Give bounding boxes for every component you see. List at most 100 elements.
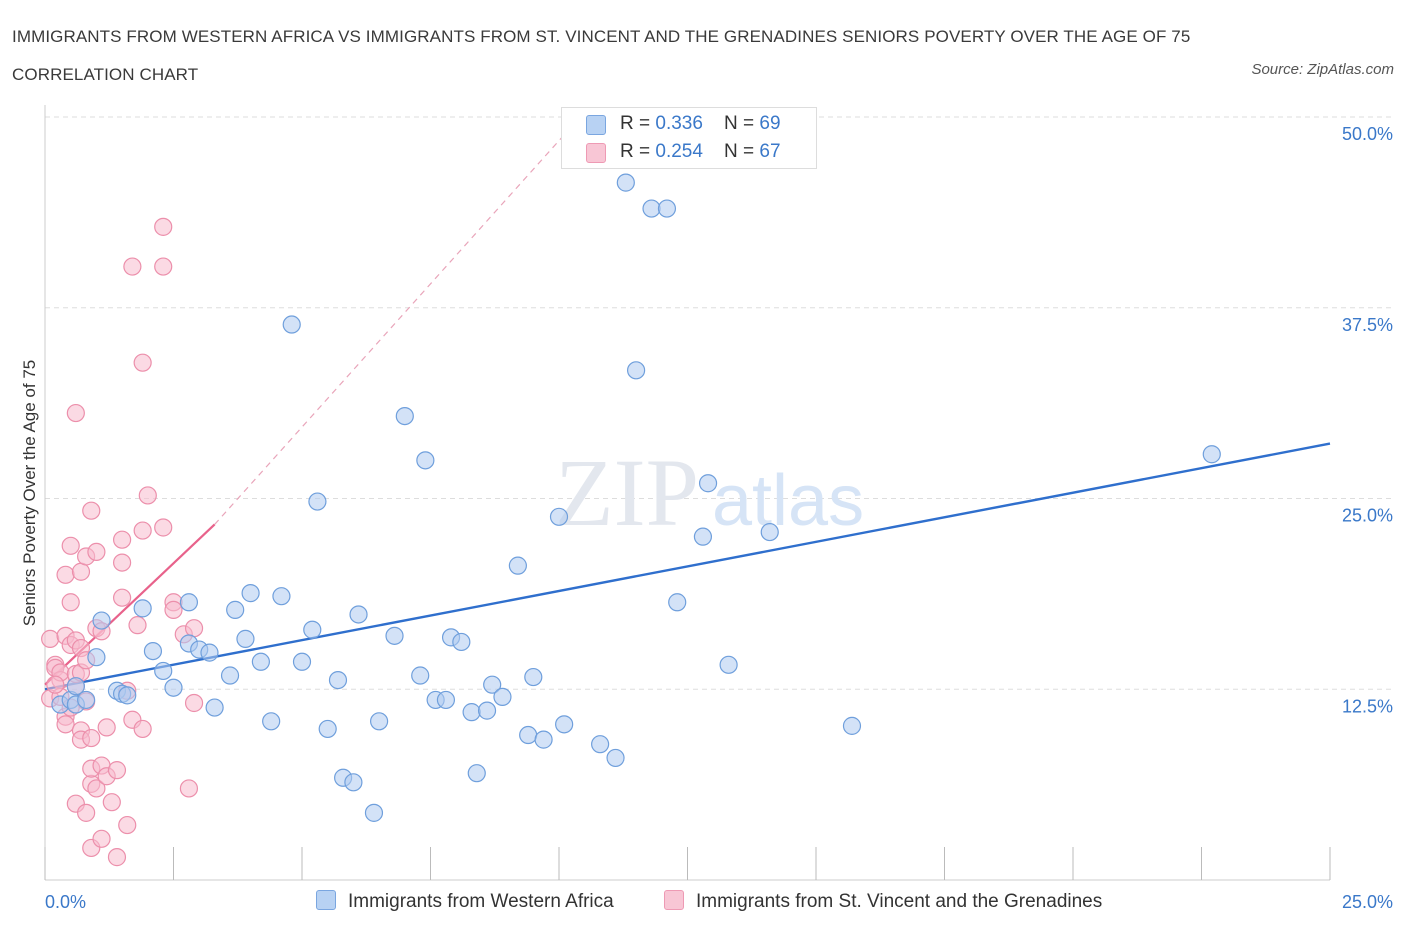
data-point-blue xyxy=(226,600,245,619)
data-point-pink xyxy=(71,562,91,581)
r-value-blue: 0.336 xyxy=(655,113,703,134)
data-point-pink xyxy=(97,718,116,737)
data-point-blue xyxy=(452,632,471,652)
bottom-legend-pink: Immigrants from St. Vincent and the Gren… xyxy=(664,890,1102,913)
data-point-pink xyxy=(138,486,157,505)
data-point-blue xyxy=(719,655,738,674)
data-point-blue xyxy=(370,712,389,731)
y-tick-label: 37.5% xyxy=(1342,315,1393,335)
data-point-pink xyxy=(154,257,173,276)
data-point-blue xyxy=(693,527,713,546)
data-point-pink xyxy=(118,815,137,835)
data-point-blue xyxy=(549,507,569,526)
data-point-blue xyxy=(118,686,137,705)
data-point-blue xyxy=(657,199,677,218)
data-point-pink xyxy=(107,761,127,780)
data-point-pink xyxy=(46,675,65,694)
data-point-pink xyxy=(82,728,101,748)
data-point-blue xyxy=(364,803,384,822)
data-point-pink xyxy=(184,693,204,713)
data-point-pink xyxy=(82,501,101,520)
data-point-blue xyxy=(205,698,224,717)
data-point-pink xyxy=(179,779,199,798)
data-point-blue xyxy=(519,725,538,745)
data-point-pink xyxy=(184,619,204,638)
x-tick-label: 25.0% xyxy=(1342,892,1393,912)
data-point-blue xyxy=(477,701,497,720)
data-point-blue xyxy=(483,675,502,694)
data-point-blue xyxy=(308,492,327,511)
stats-legend: R = 0.336 N = 69 R = 0.254 N = 67 xyxy=(561,107,817,169)
data-point-blue xyxy=(179,593,199,612)
data-point-blue xyxy=(467,764,486,783)
data-point-pink xyxy=(133,719,152,739)
blue-trend-solid xyxy=(44,442,1331,691)
pink-points xyxy=(41,217,204,867)
data-point-blue xyxy=(220,666,240,685)
data-point-blue xyxy=(606,748,625,768)
data-point-blue xyxy=(591,735,610,754)
data-point-blue xyxy=(87,648,106,667)
n-value-blue: 69 xyxy=(759,113,781,134)
legend-swatch-blue xyxy=(586,115,606,135)
data-point-pink xyxy=(128,616,147,635)
data-point-blue xyxy=(344,773,363,792)
axes xyxy=(44,105,1331,881)
data-point-blue xyxy=(416,451,435,470)
data-point-pink xyxy=(87,779,106,798)
data-point-pink xyxy=(41,629,60,648)
data-point-pink xyxy=(123,257,142,276)
data-point-blue xyxy=(251,652,270,671)
data-point-blue xyxy=(292,652,312,671)
data-point-blue xyxy=(842,716,862,735)
data-point-blue xyxy=(154,661,173,681)
data-point-blue xyxy=(282,315,301,334)
data-point-blue xyxy=(534,730,553,749)
data-point-pink xyxy=(92,829,111,848)
chart-title: IMMIGRANTS FROM WESTERN AFRICA VS IMMIGR… xyxy=(12,27,1191,84)
data-point-blue xyxy=(241,584,260,603)
r-label: R = xyxy=(620,113,656,134)
data-point-pink xyxy=(56,715,75,734)
data-point-pink xyxy=(87,542,106,562)
data-point-blue xyxy=(462,703,481,722)
data-point-blue xyxy=(318,719,337,739)
y-tick-label: 50.0% xyxy=(1342,124,1393,144)
data-point-pink xyxy=(66,403,85,423)
n-value-pink: 67 xyxy=(759,141,781,162)
n-label: N = xyxy=(724,113,760,134)
data-point-blue xyxy=(385,626,404,645)
data-point-blue xyxy=(164,678,183,697)
data-point-blue xyxy=(524,667,543,687)
data-point-blue xyxy=(262,712,281,731)
bottom-legend-swatch-pink xyxy=(664,890,684,910)
data-point-pink xyxy=(61,536,80,555)
pink-trend-solid xyxy=(44,523,216,686)
data-point-blue xyxy=(143,641,163,661)
data-point-blue xyxy=(626,361,646,380)
grid-lines xyxy=(45,116,1392,690)
data-point-blue xyxy=(349,605,368,624)
data-point-blue xyxy=(133,599,152,618)
blue-trend-line xyxy=(44,442,1331,691)
data-point-pink xyxy=(102,793,121,812)
legend-swatch-pink xyxy=(586,143,606,163)
watermark-atlas: atlas xyxy=(712,461,864,541)
data-point-blue xyxy=(395,406,414,426)
data-point-blue xyxy=(1202,445,1221,464)
data-point-pink xyxy=(107,848,127,867)
source-label: Source: ZipAtlas.com xyxy=(1251,61,1394,78)
data-point-blue xyxy=(493,687,512,706)
pink-trend-line xyxy=(44,128,570,686)
data-point-blue xyxy=(760,522,779,542)
x-tick-label: 0.0% xyxy=(45,892,86,912)
data-point-blue xyxy=(77,690,96,710)
data-point-blue xyxy=(698,474,718,493)
y-axis-label: Seniors Poverty Over the Age of 75 xyxy=(20,359,39,627)
data-point-pink xyxy=(61,593,80,612)
bottom-legend-swatch-blue xyxy=(316,890,336,910)
n-label: N = xyxy=(724,141,760,162)
bottom-legend-blue: Immigrants from Western Africa xyxy=(316,890,614,913)
data-point-pink xyxy=(154,518,173,537)
